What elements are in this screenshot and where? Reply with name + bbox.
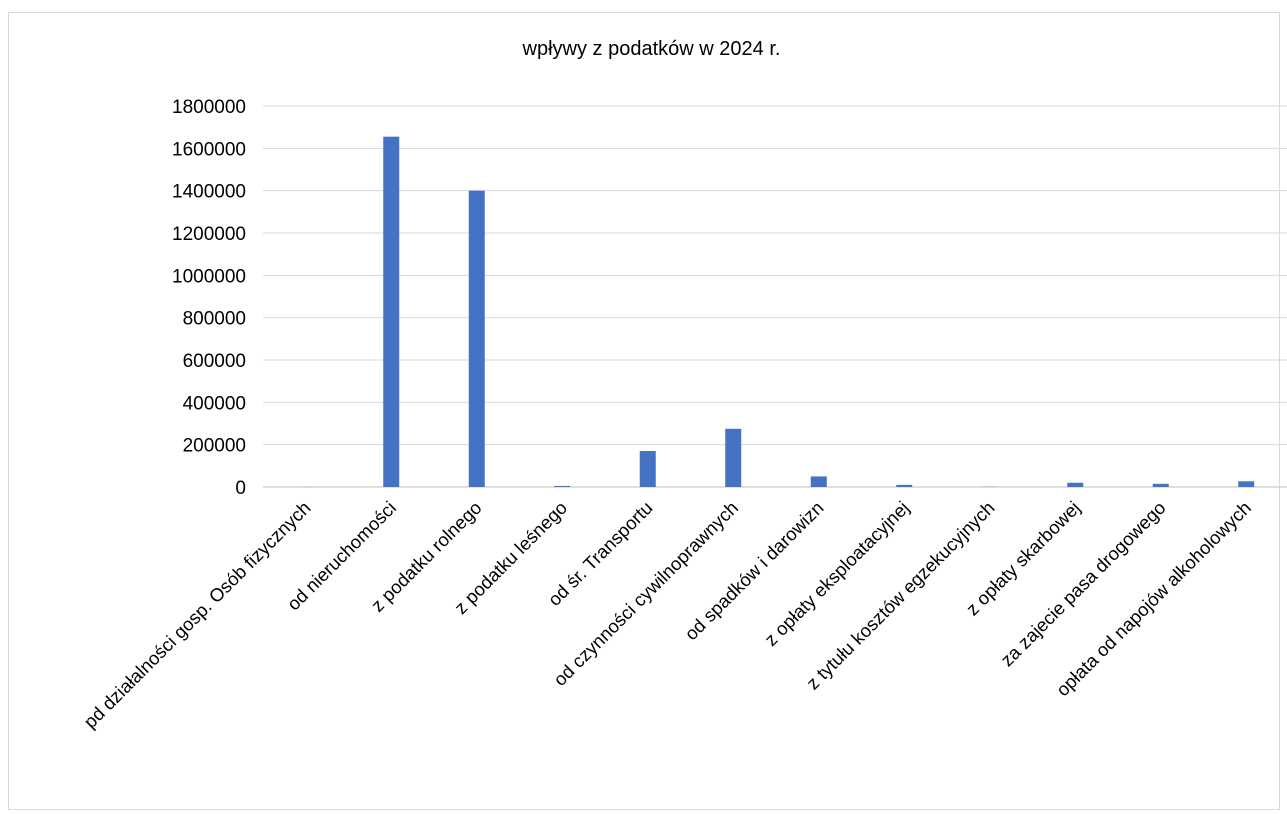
- bar: [1067, 482, 1084, 487]
- y-tick-label: 0: [235, 478, 246, 499]
- y-tick-label: 600000: [183, 351, 246, 372]
- y-tick-label: 1000000: [172, 266, 246, 287]
- x-tick-label: od czynności cywilnoprawnych: [549, 497, 742, 690]
- y-tick-label: 200000: [183, 436, 246, 457]
- chart-title: wpływy z podatków w 2024 r.: [522, 38, 781, 60]
- y-tick-label: 1200000: [172, 224, 246, 245]
- bar: [1152, 483, 1169, 487]
- x-tick-label: z opłaty eksploatacyjnej: [760, 497, 913, 650]
- bar: [1238, 481, 1255, 487]
- x-tick-label: od spadków i darowizn: [680, 497, 827, 644]
- x-tick-label: pd działalności gosp. Osób fizycznych: [79, 497, 314, 732]
- x-tick-label: z tytułu kosztów egzekucyjnych: [802, 497, 999, 694]
- bar: [725, 428, 742, 487]
- bar: [639, 451, 656, 487]
- bar: [383, 136, 400, 488]
- y-tick-label: 400000: [183, 393, 246, 414]
- bar: [810, 476, 827, 487]
- chart-frame: [8, 12, 1280, 810]
- y-tick-label: 800000: [183, 309, 246, 330]
- bar: [896, 484, 913, 487]
- y-tick-label: 1600000: [172, 139, 246, 160]
- y-tick-label: 1400000: [172, 182, 246, 203]
- y-tick-label: 1800000: [172, 97, 246, 118]
- bar: [554, 485, 571, 487]
- bar: [468, 190, 485, 487]
- x-tick-label: za zajecie pasa drogowego: [996, 497, 1169, 670]
